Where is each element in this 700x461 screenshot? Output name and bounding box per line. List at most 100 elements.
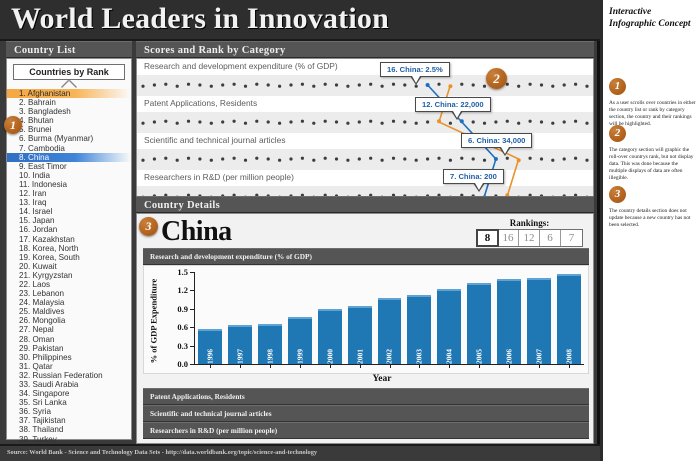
rank-dot bbox=[528, 119, 532, 123]
country-list-item[interactable]: 17. Kazakhstan bbox=[19, 234, 75, 244]
rank-dot bbox=[471, 157, 475, 161]
country-list-item[interactable]: 33. Saudi Arabia bbox=[19, 380, 79, 389]
rank-callout-4[interactable]: 7. China: 200 bbox=[443, 169, 504, 192]
rankings-cells[interactable]: 8 16 12 6 7 bbox=[476, 229, 583, 247]
rank-dot bbox=[243, 158, 248, 162]
country-list-item[interactable]: 3. Bangladesh bbox=[19, 107, 71, 117]
chart-bar: 2000 bbox=[317, 308, 342, 364]
country-list-item[interactable]: 1. Afghanistan bbox=[7, 89, 131, 99]
rank-dot bbox=[164, 156, 168, 160]
country-list-item[interactable]: 20. Kuwait bbox=[19, 261, 57, 271]
rank-dot bbox=[312, 121, 316, 125]
country-list-item[interactable]: 12. Iran bbox=[19, 189, 47, 199]
country-list-item[interactable]: 13. Iraq bbox=[19, 198, 47, 208]
country-list-item[interactable]: 35. Sri Lanka bbox=[19, 398, 67, 408]
country-list-item[interactable]: 32. Russian Federation bbox=[19, 370, 103, 380]
chart-bar-year-label: 1997 bbox=[235, 349, 245, 364]
triangle-up-icon[interactable] bbox=[62, 81, 76, 88]
rank-callout-1[interactable]: 16. China: 2.5% bbox=[380, 62, 450, 85]
country-list-item[interactable]: 25. Maldives bbox=[19, 307, 65, 317]
rank-dot bbox=[198, 83, 202, 87]
rank-dot bbox=[300, 119, 304, 123]
rank-dot bbox=[380, 158, 384, 162]
country-list-item[interactable]: 24. Malaysia bbox=[19, 298, 65, 308]
detail-bar-researchers[interactable]: Researchers in R&D (per million people) bbox=[143, 422, 589, 439]
rank-dot bbox=[505, 156, 509, 160]
chart-x-axis-label: Year bbox=[372, 374, 392, 384]
country-list-item[interactable]: 30. Philippines bbox=[19, 352, 72, 362]
country-list-item[interactable]: 7. Cambodia bbox=[19, 143, 65, 153]
country-list-item[interactable]: 18. Korea, North bbox=[19, 243, 79, 253]
rank-dot bbox=[198, 120, 202, 124]
country-list-item[interactable]: 34. Singapore bbox=[19, 389, 70, 399]
rank-callout-2[interactable]: 12. China: 22,000 bbox=[415, 97, 491, 120]
ranking-cell[interactable]: 8 bbox=[476, 229, 499, 247]
country-list-item[interactable]: 9. East Timor bbox=[19, 161, 67, 171]
country-list-item[interactable]: 16. Jordan bbox=[19, 225, 58, 235]
country-list-item[interactable]: 27. Nepal bbox=[19, 325, 54, 335]
rank-dot bbox=[186, 82, 191, 86]
rank-dot bbox=[391, 156, 396, 160]
country-list-item[interactable]: 26. Mongolia bbox=[19, 316, 66, 326]
country-list-item[interactable]: 38. Thailand bbox=[19, 425, 64, 435]
source-text: Source: World Bank - Science and Technol… bbox=[7, 449, 318, 456]
detail-bar-patent[interactable]: Patent Applications, Residents bbox=[143, 388, 589, 405]
rank-dot bbox=[221, 83, 225, 87]
chart-bar: 2007 bbox=[527, 278, 552, 364]
country-list-item[interactable]: 10. India bbox=[19, 170, 51, 180]
country-list-item[interactable]: 22. Laos bbox=[19, 279, 51, 289]
country-list-item[interactable]: 23. Lebanon bbox=[19, 289, 65, 299]
chart-x-tick bbox=[509, 364, 511, 368]
chart-x-tick bbox=[299, 364, 301, 368]
rank-dot bbox=[186, 156, 191, 160]
country-list-item[interactable]: 37. Tajikistan bbox=[19, 416, 66, 426]
country-list-item[interactable]: 6. Burma (Myanmar) bbox=[19, 134, 94, 144]
country-items-list[interactable]: 1. Afghanistan 2. Bahrain 3. Bangladesh 4. … bbox=[7, 89, 131, 444]
scores-rank-column: Scores and Rank by Category Research and… bbox=[136, 41, 594, 208]
chart-y-tick bbox=[190, 364, 195, 365]
ranking-cell[interactable]: 12 bbox=[519, 230, 540, 246]
category-row[interactable]: Patent Applications, Residents bbox=[137, 96, 593, 133]
country-list-item[interactable]: 5. Brunei bbox=[19, 125, 52, 135]
rank-dot bbox=[164, 119, 168, 123]
country-list-item[interactable]: 11. Indonesia bbox=[19, 179, 68, 189]
ranking-cell[interactable]: 6 bbox=[540, 230, 561, 246]
country-list-item[interactable]: 14. Israel bbox=[19, 207, 53, 217]
ranking-cell[interactable]: 16 bbox=[498, 230, 519, 246]
rank-dot bbox=[289, 157, 293, 161]
country-list-item[interactable]: 39. Turkey bbox=[19, 434, 57, 444]
country-list-item[interactable]: 29. Pakistan bbox=[19, 343, 64, 353]
ranking-cell[interactable]: 7 bbox=[568, 232, 575, 244]
country-list-item[interactable]: 8. China bbox=[7, 152, 131, 162]
chart-x-tick bbox=[389, 364, 391, 368]
country-list-item[interactable]: 15. Japan bbox=[19, 216, 55, 226]
main-infographic-panel: World Leaders in Innovation Country List… bbox=[0, 0, 600, 461]
category-row[interactable]: Scientific and technical journal article… bbox=[137, 133, 593, 170]
rank-dot bbox=[334, 157, 339, 161]
chart-bar-year-label: 2000 bbox=[325, 349, 335, 364]
country-list-item[interactable]: 21. Kyrgyzstan bbox=[19, 270, 73, 280]
chart-bar-year-label: 1996 bbox=[205, 349, 215, 364]
chart-bar-year-label: 2006 bbox=[504, 349, 514, 364]
country-list-box[interactable]: Countries by Rank 1. Afghanistan 2. Bahra… bbox=[6, 58, 132, 455]
chart-bar: 2001 bbox=[347, 305, 372, 364]
rank-dot bbox=[323, 156, 327, 160]
rank-dot bbox=[437, 156, 441, 160]
country-list-item[interactable]: 4. Bhutan bbox=[19, 116, 54, 126]
country-list-item[interactable]: 31. Qatar bbox=[19, 361, 53, 371]
rank-callout-3[interactable]: 6. China: 34,000 bbox=[461, 133, 533, 156]
country-list-item[interactable]: 28. Oman bbox=[19, 334, 55, 344]
rank-dot bbox=[562, 157, 566, 161]
countries-by-rank-dropdown[interactable]: Countries by Rank bbox=[13, 64, 125, 80]
country-list-item[interactable]: 2. Bahrain bbox=[19, 98, 56, 108]
scores-rank-box[interactable]: Research and development expenditure (% … bbox=[136, 58, 594, 208]
country-list-item[interactable]: 19. Korea, South bbox=[19, 252, 80, 262]
chart-section-header[interactable]: Research and development expenditure (% … bbox=[143, 248, 589, 265]
category-row[interactable]: Research and development expenditure (% … bbox=[137, 59, 593, 96]
chart-bar-year-label: 2003 bbox=[414, 349, 424, 364]
detail-bar-journal[interactable]: Scientific and technical journal article… bbox=[143, 405, 589, 422]
country-list-item[interactable]: 36. Syria bbox=[19, 407, 51, 417]
scores-rank-header: Scores and Rank by Category bbox=[136, 41, 594, 58]
rank-dot bbox=[414, 84, 418, 88]
chart-y-tick-label: 0.9 bbox=[177, 303, 188, 314]
